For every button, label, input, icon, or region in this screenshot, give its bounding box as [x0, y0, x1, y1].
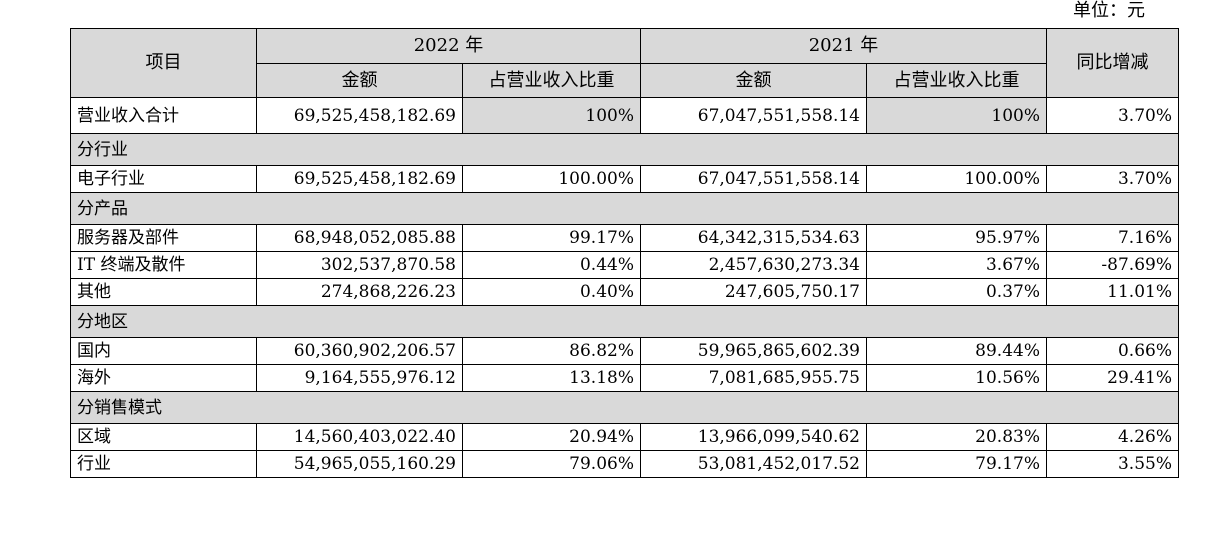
amount-2021: 67,047,551,558.14: [640, 165, 867, 193]
section-title: 分产品: [70, 192, 1179, 225]
amount-2021: 13,966,099,540.62: [640, 423, 867, 451]
share-2021: 0.37%: [866, 278, 1047, 306]
total-share-2022: 100%: [462, 97, 641, 134]
table-row: 电子行业 69,525,458,182.69 100.00% 67,047,551,5…: [70, 165, 1179, 193]
header-amount-2022: 金额: [256, 63, 463, 98]
section-title: 分行业: [70, 133, 1179, 166]
row-label: 国内: [70, 337, 257, 365]
header-yoy: 同比增减: [1046, 28, 1179, 98]
share-2021: 3.67%: [866, 251, 1047, 279]
table-body: 项目 2022 年 2021 年 同比增减 金额 占营业收入比重 金额 占营业收…: [70, 28, 1179, 478]
share-2022: 86.82%: [462, 337, 641, 365]
share-2022: 0.44%: [462, 251, 641, 279]
share-2021: 89.44%: [866, 337, 1047, 365]
row-label: 电子行业: [70, 165, 257, 193]
table-row: 行业 54,965,055,160.29 79.06% 53,081,452,017.…: [70, 450, 1179, 478]
share-2022: 20.94%: [462, 423, 641, 451]
yoy: -87.69%: [1046, 251, 1179, 279]
revenue-table: 项目 2022 年 2021 年 同比增减 金额 占营业收入比重 金额 占营业收…: [70, 28, 1179, 478]
yoy: 29.41%: [1046, 364, 1179, 392]
table-row: 服务器及部件 68,948,052,085.88 99.17% 64,342,315,…: [70, 224, 1179, 252]
section-row: 分行业: [70, 133, 1179, 166]
amount-2022: 274,868,226.23: [256, 278, 463, 306]
header-row-columns: 金额 占营业收入比重 金额 占营业收入比重: [71, 63, 1179, 98]
share-2021: 100.00%: [866, 165, 1047, 193]
row-label: IT 终端及散件: [70, 251, 257, 279]
header-year-2022: 2022 年: [256, 28, 641, 64]
share-2022: 100.00%: [462, 165, 641, 193]
share-2022: 13.18%: [462, 364, 641, 392]
amount-2021: 7,081,685,955.75: [640, 364, 867, 392]
unit-label: 单位：元: [1073, 0, 1145, 21]
yoy: 0.66%: [1046, 337, 1179, 365]
amount-2021: 64,342,315,534.63: [640, 224, 867, 252]
share-2021: 95.97%: [866, 224, 1047, 252]
header-share-2021: 占营业收入比重: [866, 63, 1047, 98]
total-amount-2022: 69,525,458,182.69: [256, 97, 463, 134]
amount-2022: 14,560,403,022.40: [256, 423, 463, 451]
amount-2021: 247,605,750.17: [640, 278, 867, 306]
section-row: 分销售模式: [70, 391, 1179, 424]
yoy: 4.26%: [1046, 423, 1179, 451]
amount-2022: 9,164,555,976.12: [256, 364, 463, 392]
header-year-2021: 2021 年: [640, 28, 1047, 64]
total-row: 营业收入合计 69,525,458,182.69 100% 67,047,551…: [70, 97, 1179, 134]
yoy: 3.55%: [1046, 450, 1179, 478]
table-row: 国内 60,360,902,206.57 86.82% 59,965,865,602.…: [70, 337, 1179, 365]
share-2021: 79.17%: [866, 450, 1047, 478]
share-2022: 79.06%: [462, 450, 641, 478]
yoy: 11.01%: [1046, 278, 1179, 306]
row-label: 行业: [70, 450, 257, 478]
header-share-2022: 占营业收入比重: [462, 63, 641, 98]
share-2021: 10.56%: [866, 364, 1047, 392]
share-2022: 0.40%: [462, 278, 641, 306]
amount-2021: 59,965,865,602.39: [640, 337, 867, 365]
table-row: 区域 14,560,403,022.40 20.94% 13,966,099,540.…: [70, 423, 1179, 451]
header-row-years: 项目 2022 年 2021 年 同比增减: [70, 28, 1179, 98]
amount-2022: 302,537,870.58: [256, 251, 463, 279]
amount-2022: 68,948,052,085.88: [256, 224, 463, 252]
total-amount-2021: 67,047,551,558.14: [640, 97, 867, 134]
section-row: 分地区: [70, 305, 1179, 338]
amount-2022: 60,360,902,206.57: [256, 337, 463, 365]
row-label: 服务器及部件: [70, 224, 257, 252]
table-row: 海外 9,164,555,976.12 13.18% 7,081,685,955.75…: [70, 364, 1179, 392]
amount-2022: 69,525,458,182.69: [256, 165, 463, 193]
section-title: 分地区: [70, 305, 1179, 338]
table-row: 其他 274,868,226.23 0.40% 247,605,750.17 0.37%…: [70, 278, 1179, 306]
section-row: 分产品: [70, 192, 1179, 225]
total-label: 营业收入合计: [70, 97, 257, 134]
yoy: 3.70%: [1046, 165, 1179, 193]
share-2022: 99.17%: [462, 224, 641, 252]
amount-2021: 53,081,452,017.52: [640, 450, 867, 478]
row-label: 区域: [70, 423, 257, 451]
row-label: 海外: [70, 364, 257, 392]
yoy: 7.16%: [1046, 224, 1179, 252]
section-title: 分销售模式: [70, 391, 1179, 424]
row-label: 其他: [70, 278, 257, 306]
table-row: IT 终端及散件 302,537,870.58 0.44% 2,457,630,273…: [70, 251, 1179, 279]
share-2021: 20.83%: [866, 423, 1047, 451]
amount-2022: 54,965,055,160.29: [256, 450, 463, 478]
amount-2021: 2,457,630,273.34: [640, 251, 867, 279]
header-amount-2021: 金额: [640, 63, 867, 98]
total-share-2021: 100%: [866, 97, 1047, 134]
header-item: 项目: [70, 28, 257, 98]
total-yoy: 3.70%: [1046, 97, 1179, 134]
